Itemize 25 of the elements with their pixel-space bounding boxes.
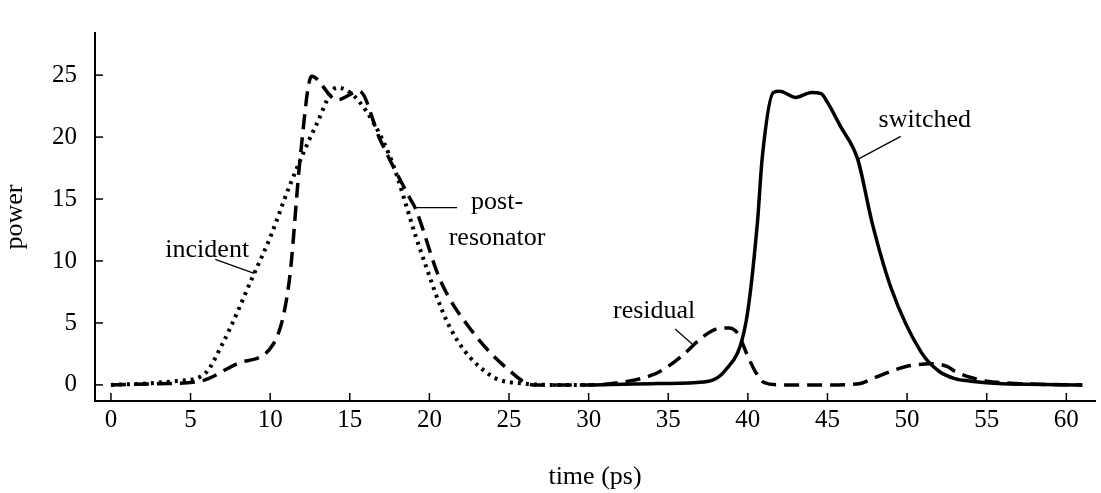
x-tick-label: 45 [814,404,840,432]
y-axis-title: power [0,184,29,250]
x-tick-label: 20 [416,404,442,432]
x-tick-label: 60 [1053,404,1079,432]
x-tick-label: 50 [894,404,920,432]
annotation: post-resonator [448,185,546,251]
y-tick-label: 20 [52,121,77,149]
x-tick-label: 40 [735,404,761,432]
y-tick-label: 0 [64,369,77,397]
x-tick-label: 25 [496,404,522,432]
x-tick-label: 35 [655,404,681,432]
x-tick-label: 5 [184,404,197,432]
x-tick-label: 0 [104,404,118,432]
annotation: incident [165,234,250,264]
y-tick-label: 15 [52,183,77,211]
x-tick-label: 10 [257,404,283,432]
x-axis-title: time (ps) [548,461,642,491]
y-tick-label: 10 [52,245,77,273]
x-tick-label: 55 [974,404,1000,432]
x-tick-label: 30 [576,404,602,432]
y-tick-label: 25 [52,59,77,87]
y-tick-label: 5 [64,307,77,335]
x-tick-label: 15 [337,404,363,432]
annotation: switched [878,104,971,134]
annotation: residual [612,295,696,324]
